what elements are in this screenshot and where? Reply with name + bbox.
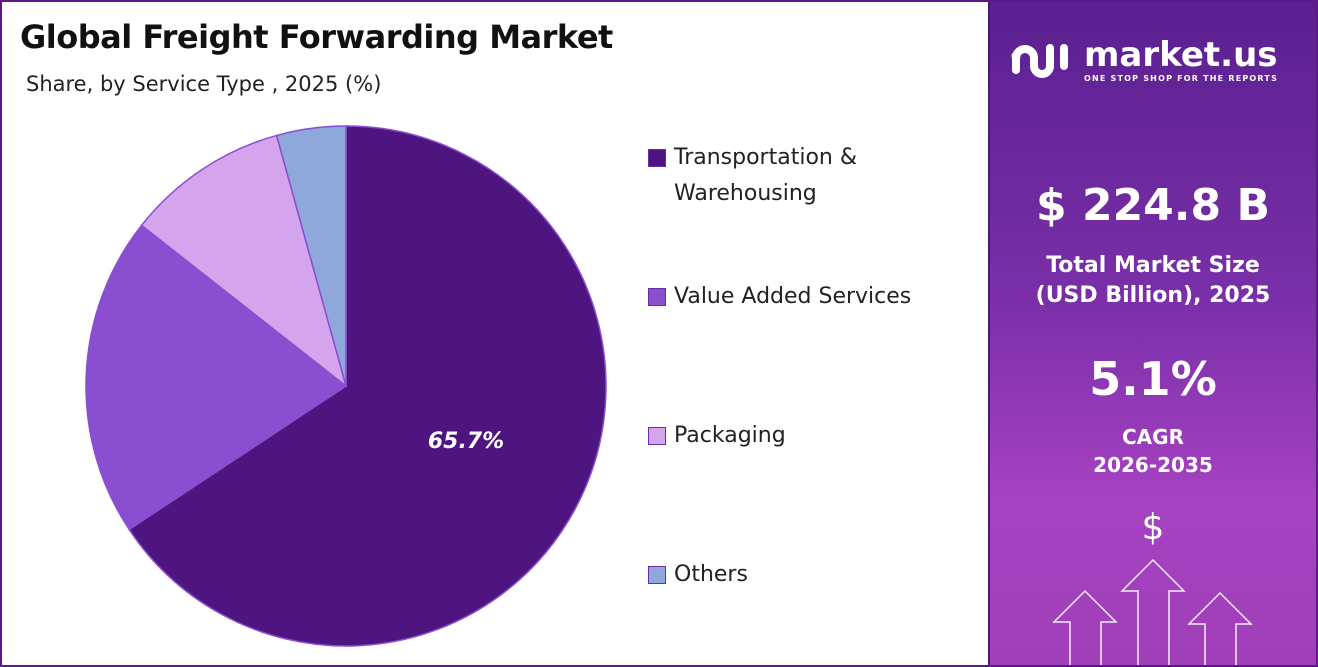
pie-slice-packaging bbox=[140, 134, 348, 389]
legend-swatch bbox=[648, 149, 666, 167]
legend-label: Others bbox=[674, 562, 748, 587]
logo-mark-icon bbox=[1011, 44, 1068, 78]
logo-word: market.us bbox=[1084, 34, 1278, 75]
legend-swatch bbox=[648, 427, 666, 445]
cagr-value: 5.1% bbox=[1089, 352, 1217, 406]
pie-chart: 65.7% bbox=[85, 125, 607, 647]
pie-slice-transportation-warehousing bbox=[128, 125, 607, 647]
pie-slice-value-added-services bbox=[85, 224, 348, 531]
legend-label: Packaging bbox=[674, 423, 786, 448]
growth-arrows-icon bbox=[1052, 558, 1253, 665]
market-size-label-year: (USD Billion), 2025 bbox=[1035, 283, 1271, 308]
logo-tagline: ONE STOP SHOP FOR THE REPORTS bbox=[1084, 73, 1279, 83]
market-size-label: Total Market Size bbox=[1046, 253, 1260, 278]
legend-item-transportation: Transportation & Warehousing bbox=[648, 140, 857, 212]
legend-label: Value Added Services bbox=[674, 284, 912, 309]
cagr-label: CAGR bbox=[1122, 425, 1184, 449]
market-us-logo: market.us ONE STOP SHOP FOR THE REPORTS bbox=[1010, 36, 1278, 84]
legend-swatch bbox=[648, 566, 666, 584]
legend-item-others: Others bbox=[648, 557, 748, 593]
legend-label: Transportation & bbox=[674, 145, 858, 170]
chart-title: Global Freight Forwarding Market bbox=[20, 18, 613, 56]
legend-item-packaging: Packaging bbox=[648, 418, 786, 454]
legend-item-value-added: Value Added Services bbox=[648, 279, 911, 315]
pie-data-label: 65.7% bbox=[428, 429, 504, 454]
legend-swatch bbox=[648, 288, 666, 306]
market-size-value: $ 224.8 B bbox=[1036, 180, 1270, 231]
pie-slice-others bbox=[275, 125, 347, 387]
dollar-icon: $ bbox=[1141, 507, 1165, 548]
summary-panel: market.us ONE STOP SHOP FOR THE REPORTS … bbox=[988, 2, 1316, 665]
legend-label-cont: Warehousing bbox=[674, 181, 817, 206]
cagr-period: 2026-2035 bbox=[1093, 453, 1213, 477]
chart-subtitle: Share, by Service Type , 2025 (%) bbox=[26, 72, 382, 96]
